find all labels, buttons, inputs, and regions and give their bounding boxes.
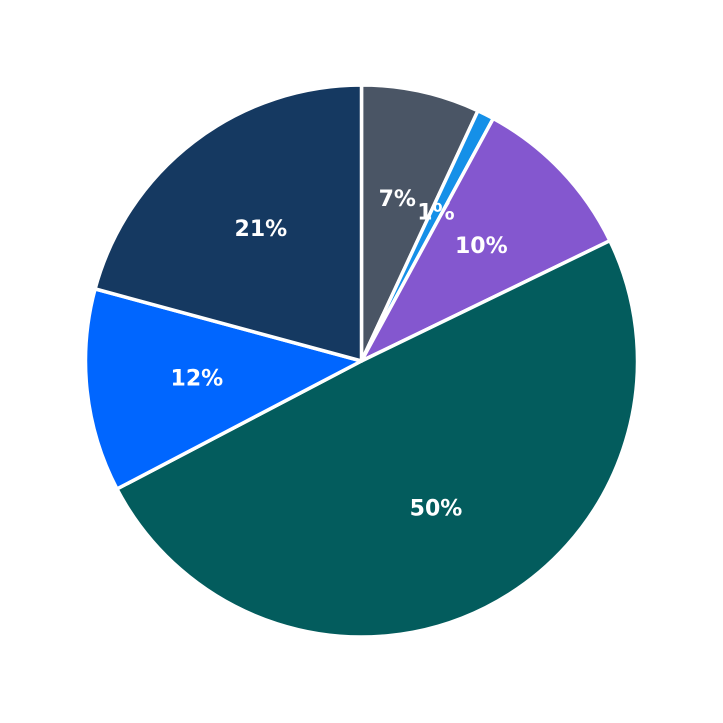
pie-slice-5	[93, 83, 364, 363]
pie-slice-label-4: 12%	[171, 366, 224, 391]
pie-slice-label-1: 1%	[417, 201, 454, 226]
pie-labels: 7%1%10% 50% 12% 21%	[171, 187, 508, 522]
pie-slice-label-5: 21%	[235, 217, 288, 242]
pie-slice-label-0: 7%	[379, 187, 416, 212]
pie-slices	[83, 83, 640, 639]
pie-slice-3	[115, 238, 640, 639]
pie-slice-0	[359, 83, 480, 363]
pie-slice-label-3: 50%	[410, 496, 463, 521]
pie-slice-4	[83, 287, 364, 491]
pie-slice-label-2: 10%	[455, 234, 508, 259]
pie-slice-2	[359, 116, 612, 363]
